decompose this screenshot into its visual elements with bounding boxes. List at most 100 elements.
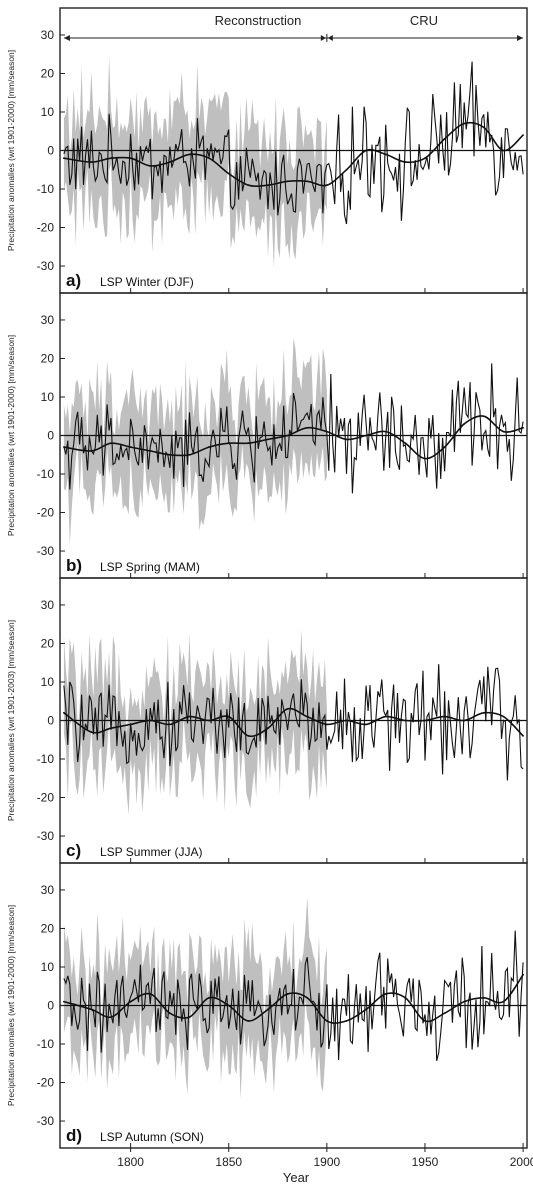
smoothed-point	[227, 442, 230, 445]
smoothed-point	[129, 1000, 132, 1003]
y-tick-label: 0	[47, 144, 54, 158]
smoothed-point	[325, 430, 328, 433]
smoothed-point	[286, 180, 289, 183]
smoothed-point	[188, 715, 191, 718]
y-tick-label: 0	[47, 429, 54, 443]
annual-series-line	[63, 363, 524, 494]
arrow-head	[517, 35, 524, 41]
x-tick-label: 1900	[314, 1155, 341, 1169]
y-tick-label: -20	[37, 506, 55, 520]
smoothed-point	[110, 1016, 112, 1018]
panel-title: LSP Winter (DJF)	[100, 275, 194, 289]
smoothed-point	[404, 442, 407, 445]
x-tick-label: 2000	[510, 1155, 533, 1169]
smoothed-point	[188, 1016, 191, 1018]
smoothed-point	[306, 426, 309, 429]
smoothed-point	[424, 719, 426, 722]
smoothed-point	[463, 719, 466, 722]
x-tick-label: 1850	[215, 1155, 242, 1169]
smoothed-point	[404, 719, 407, 722]
smoothed-point	[482, 996, 485, 999]
panel-3: 30 20 10 0 -10 -20 -30 Precipitation anomalies …	[6, 577, 528, 864]
smoothed-point	[149, 450, 152, 452]
y-tick-label: -20	[37, 221, 55, 235]
smoothed-point	[63, 157, 65, 160]
y-tick-label: 20	[41, 66, 55, 80]
smoothed-point	[443, 138, 446, 140]
smoothed-point	[404, 161, 407, 163]
smoothed-point	[63, 711, 65, 714]
smoothed-point	[345, 438, 348, 441]
smoothed-point	[384, 153, 387, 156]
smoothed-point	[168, 161, 171, 163]
panel-tag: a)	[66, 271, 81, 290]
smoothed-point	[404, 996, 407, 999]
y-tick-label: 30	[41, 598, 55, 612]
smoothed-point	[129, 446, 132, 448]
smoothed-point	[129, 723, 132, 726]
panel-1: 30 20 10 0 -10 -20 -30 Precipitation anomalies …	[6, 7, 528, 294]
smoothed-point	[482, 711, 485, 714]
smoothed-point	[365, 723, 368, 726]
smoothed-point	[384, 430, 387, 433]
smoothed-point	[424, 157, 426, 160]
smoothed-point	[306, 996, 309, 999]
header-cru-label: CRU	[410, 13, 438, 28]
smoothed-point	[149, 165, 152, 167]
smoothed-point	[443, 1012, 446, 1015]
smoothed-point	[325, 1020, 328, 1022]
smoothed-point	[267, 438, 269, 441]
smoothed-point	[208, 719, 211, 722]
panel-title: LSP Autumn (SON)	[100, 1130, 204, 1144]
uncertainty-band	[63, 337, 327, 545]
y-tick-label: 10	[41, 675, 55, 689]
smoothed-point	[522, 973, 524, 976]
smoothed-point	[168, 1012, 171, 1015]
y-axis-label: Precipitation anomalies (wrt 1901-2000) …	[6, 905, 16, 1106]
smoothed-point	[168, 453, 171, 456]
smoothed-point	[149, 719, 152, 722]
y-tick-label: 20	[41, 351, 55, 365]
smoothed-point	[522, 426, 524, 429]
y-axis-label: Precipitation anomalies (wrt 1901-2000) …	[6, 335, 16, 536]
y-tick-label: 0	[47, 999, 54, 1013]
smoothed-point	[267, 727, 269, 730]
smoothed-point	[267, 184, 269, 187]
y-tick-label: -30	[37, 259, 55, 273]
smoothed-point	[227, 172, 230, 175]
panel-2: 30 20 10 0 -10 -20 -30 Precipitation anomalies …	[6, 292, 528, 579]
y-tick-label: 20	[41, 636, 55, 650]
smoothed-point	[482, 126, 485, 129]
y-tick-label: -20	[37, 1076, 55, 1090]
arrow-head	[327, 35, 333, 41]
smoothed-point	[502, 430, 505, 433]
y-tick-label: -30	[37, 544, 55, 558]
smoothed-point	[247, 1020, 250, 1022]
panel-title: LSP Spring (MAM)	[100, 560, 200, 574]
smoothed-point	[286, 993, 289, 995]
smoothed-point	[424, 1020, 426, 1022]
smoothed-point	[424, 457, 426, 460]
y-tick-label: 30	[41, 883, 55, 897]
smoothed-point	[149, 993, 152, 995]
smoothed-point	[522, 735, 524, 737]
smoothed-point	[463, 1000, 466, 1003]
y-tick-label: 10	[41, 960, 55, 974]
y-tick-label: -10	[37, 1037, 55, 1051]
x-axis: 1800 1850 1900 1950 2000	[117, 1148, 533, 1169]
annual-series-line	[63, 664, 524, 781]
header-reconstruction-label: Reconstruction	[215, 13, 302, 28]
smoothed-point	[463, 423, 466, 425]
panel-tag: b)	[66, 556, 82, 575]
smoothed-point	[306, 180, 309, 183]
panel-tag: d)	[66, 1126, 82, 1145]
smoothed-point	[110, 157, 112, 160]
smoothed-point	[384, 715, 387, 718]
smoothed-point	[502, 1000, 505, 1003]
arrow-head	[63, 35, 70, 41]
period-arrows	[63, 34, 524, 42]
smoothed-point	[247, 184, 250, 187]
smoothed-point	[90, 450, 93, 452]
y-tick-label: 30	[41, 313, 55, 327]
